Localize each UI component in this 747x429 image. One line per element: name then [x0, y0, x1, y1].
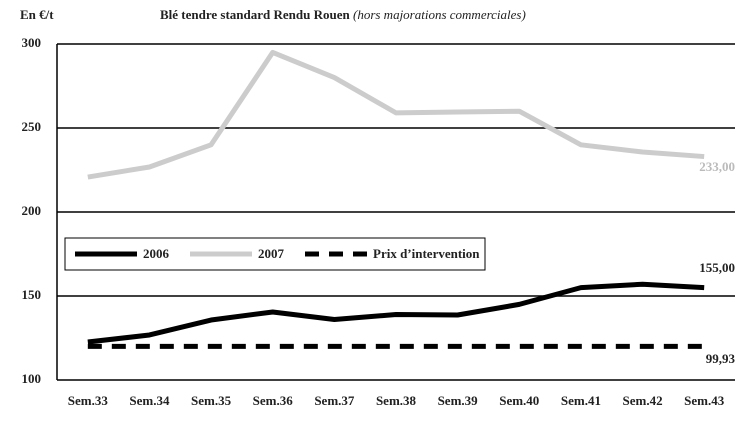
- x-tick-label: Sem.33: [68, 393, 109, 408]
- chart-title: Blé tendre standard Rendu Rouen (hors ma…: [160, 7, 526, 22]
- x-tick-label: Sem.35: [191, 393, 232, 408]
- y-axis-label: En €/t: [20, 7, 54, 22]
- legend-label: 2006: [143, 246, 170, 261]
- x-tick-label: Sem.34: [129, 393, 170, 408]
- x-tick-label: Sem.39: [438, 393, 479, 408]
- x-tick-label: Sem.40: [499, 393, 539, 408]
- annotation: 99,93: [706, 351, 736, 366]
- annotation: 155,00: [699, 260, 735, 275]
- x-tick-label: Sem.43: [684, 393, 725, 408]
- y-tick-label: 250: [22, 119, 42, 134]
- y-tick-label: 150: [22, 287, 42, 302]
- series-line: [87, 281, 705, 345]
- y-tick-label: 300: [22, 35, 42, 50]
- legend-label: 2007: [258, 246, 285, 261]
- x-tick-label: Sem.41: [561, 393, 601, 408]
- series-line: [87, 49, 705, 180]
- x-tick-label: Sem.38: [376, 393, 417, 408]
- x-tick-label: Sem.37: [314, 393, 355, 408]
- y-tick-label: 100: [22, 371, 42, 386]
- x-tick-label: Sem.42: [622, 393, 662, 408]
- y-tick-label: 200: [22, 203, 42, 218]
- title: Blé tendre standard Rendu Rouen: [160, 7, 351, 22]
- subtitle: (hors majorations commerciales): [353, 7, 526, 22]
- legend-label: Prix d’intervention: [373, 246, 480, 261]
- x-tick-label: Sem.36: [253, 393, 294, 408]
- annotation: 233,00: [699, 159, 735, 174]
